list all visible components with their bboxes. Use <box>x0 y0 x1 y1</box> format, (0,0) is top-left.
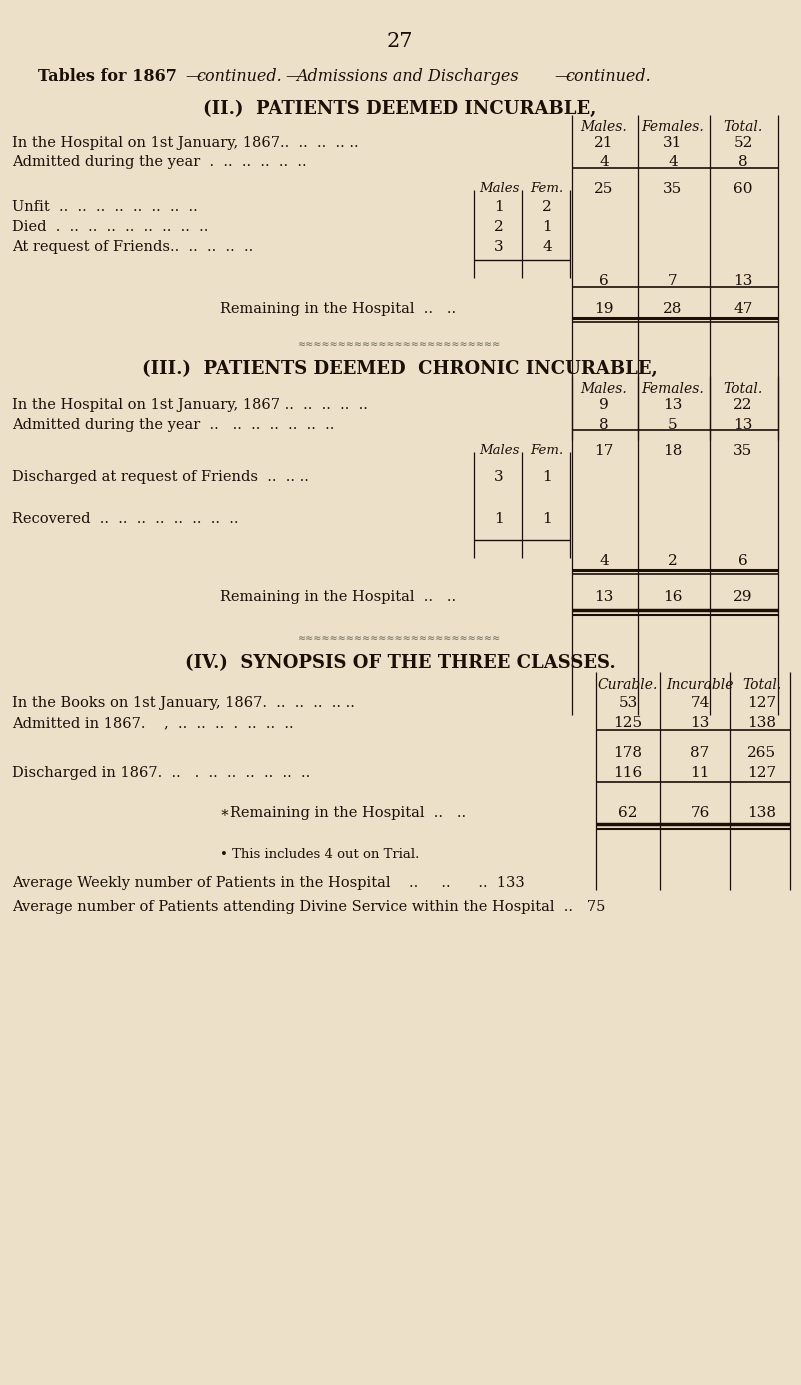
Text: 74: 74 <box>690 697 710 711</box>
Text: In the Books on 1st January, 1867.  ..  ..  ..  .. ..: In the Books on 1st January, 1867. .. ..… <box>12 697 355 711</box>
Text: 265: 265 <box>747 747 776 760</box>
Text: ≈≈≈≈≈≈≈≈≈≈≈≈≈≈≈≈≈≈≈≈≈≈≈≈≈: ≈≈≈≈≈≈≈≈≈≈≈≈≈≈≈≈≈≈≈≈≈≈≈≈≈ <box>299 634 501 643</box>
Text: Average number of Patients attending Divine Service within the Hospital  ..   75: Average number of Patients attending Div… <box>12 900 606 914</box>
Text: 18: 18 <box>663 445 682 458</box>
Text: 25: 25 <box>594 181 614 197</box>
Text: 178: 178 <box>614 747 642 760</box>
Text: Total.: Total. <box>743 679 782 692</box>
Text: 13: 13 <box>690 716 710 730</box>
Text: —: — <box>285 68 301 84</box>
Text: 5: 5 <box>668 418 678 432</box>
Text: 60: 60 <box>733 181 753 197</box>
Text: 138: 138 <box>747 716 776 730</box>
Text: Remaining in the Hospital  ..   ..: Remaining in the Hospital .. .. <box>220 302 456 316</box>
Text: Recovered  ..  ..  ..  ..  ..  ..  ..  ..: Recovered .. .. .. .. .. .. .. .. <box>12 512 239 526</box>
Text: 3: 3 <box>494 470 504 483</box>
Text: Females.: Females. <box>642 120 704 134</box>
Text: 62: 62 <box>618 806 638 820</box>
Text: 35: 35 <box>663 181 682 197</box>
Text: (II.)  PATIENTS DEEMED INCURABLE,: (II.) PATIENTS DEEMED INCURABLE, <box>203 100 597 118</box>
Text: 29: 29 <box>733 590 753 604</box>
Text: 8: 8 <box>739 155 748 169</box>
Text: 27: 27 <box>387 32 413 51</box>
Text: Average Weekly number of Patients in the Hospital    ..     ..      ..  133: Average Weekly number of Patients in the… <box>12 875 525 891</box>
Text: 21: 21 <box>594 136 614 150</box>
Text: 47: 47 <box>733 302 753 316</box>
Text: Died  .  ..  ..  ..  ..  ..  ..  ..  ..: Died . .. .. .. .. .. .. .. .. <box>12 220 208 234</box>
Text: ≈≈≈≈≈≈≈≈≈≈≈≈≈≈≈≈≈≈≈≈≈≈≈≈≈: ≈≈≈≈≈≈≈≈≈≈≈≈≈≈≈≈≈≈≈≈≈≈≈≈≈ <box>299 339 501 349</box>
Text: (III.)  PATIENTS DEEMED  CHRONIC INCURABLE,: (III.) PATIENTS DEEMED CHRONIC INCURABLE… <box>142 360 658 378</box>
Text: Unfit  ..  ..  ..  ..  ..  ..  ..  ..: Unfit .. .. .. .. .. .. .. .. <box>12 199 198 215</box>
Text: 53: 53 <box>618 697 638 711</box>
Text: 4: 4 <box>542 240 552 253</box>
Text: Males.: Males. <box>581 382 627 396</box>
Text: 4: 4 <box>599 155 609 169</box>
Text: Males: Males <box>479 445 519 457</box>
Text: 125: 125 <box>614 716 642 730</box>
Text: 76: 76 <box>690 806 710 820</box>
Text: Admitted during the year  ..   ..  ..  ..  ..  ..  ..: Admitted during the year .. .. .. .. .. … <box>12 418 334 432</box>
Text: Admitted during the year  .  ..  ..  ..  ..  ..: Admitted during the year . .. .. .. .. .… <box>12 155 307 169</box>
Text: Females.: Females. <box>642 382 704 396</box>
Text: 13: 13 <box>663 397 682 411</box>
Text: 52: 52 <box>733 136 753 150</box>
Text: Total.: Total. <box>723 382 763 396</box>
Text: • This includes 4 out on Trial.: • This includes 4 out on Trial. <box>220 848 420 861</box>
Text: ∗Remaining in the Hospital  ..   ..: ∗Remaining in the Hospital .. .. <box>220 806 466 820</box>
Text: 9: 9 <box>599 397 609 411</box>
Text: 1: 1 <box>542 512 552 526</box>
Text: 127: 127 <box>747 766 776 780</box>
Text: Remaining in the Hospital  ..   ..: Remaining in the Hospital .. .. <box>220 590 456 604</box>
Text: 116: 116 <box>614 766 642 780</box>
Text: 8: 8 <box>599 418 609 432</box>
Text: Tables for 1867: Tables for 1867 <box>38 68 177 84</box>
Text: 87: 87 <box>690 747 710 760</box>
Text: —: — <box>185 68 201 84</box>
Text: Total.: Total. <box>723 120 763 134</box>
Text: 13: 13 <box>733 274 753 288</box>
Text: 13: 13 <box>733 418 753 432</box>
Text: 17: 17 <box>594 445 614 458</box>
Text: 138: 138 <box>747 806 776 820</box>
Text: Curable.: Curable. <box>598 679 658 692</box>
Text: At request of Friends..  ..  ..  ..  ..: At request of Friends.. .. .. .. .. <box>12 240 253 253</box>
Text: continued.: continued. <box>565 68 650 84</box>
Text: Males.: Males. <box>581 120 627 134</box>
Text: 16: 16 <box>663 590 682 604</box>
Text: Incurable: Incurable <box>666 679 734 692</box>
Text: 35: 35 <box>734 445 753 458</box>
Text: 1: 1 <box>494 512 504 526</box>
Text: 11: 11 <box>690 766 710 780</box>
Text: —: — <box>554 68 570 84</box>
Text: 28: 28 <box>663 302 682 316</box>
Text: Fem.: Fem. <box>530 445 564 457</box>
Text: 31: 31 <box>663 136 682 150</box>
Text: In the Hospital on 1st January, 1867..  ..  ..  .. ..: In the Hospital on 1st January, 1867.. .… <box>12 136 359 150</box>
Text: Discharged in 1867.  ..   .  ..  ..  ..  ..  ..  ..: Discharged in 1867. .. . .. .. .. .. .. … <box>12 766 310 780</box>
Text: 2: 2 <box>542 199 552 215</box>
Text: 2: 2 <box>668 554 678 568</box>
Text: 1: 1 <box>542 470 552 483</box>
Text: 1: 1 <box>494 199 504 215</box>
Text: 7: 7 <box>668 274 678 288</box>
Text: 4: 4 <box>599 554 609 568</box>
Text: Admissions and Discharges: Admissions and Discharges <box>296 68 518 84</box>
Text: 6: 6 <box>739 554 748 568</box>
Text: 22: 22 <box>733 397 753 411</box>
Text: Fem.: Fem. <box>530 181 564 195</box>
Text: 13: 13 <box>594 590 614 604</box>
Text: 3: 3 <box>494 240 504 253</box>
Text: 2: 2 <box>494 220 504 234</box>
Text: In the Hospital on 1st January, 1867 ..  ..  ..  ..  ..: In the Hospital on 1st January, 1867 .. … <box>12 397 368 411</box>
Text: 4: 4 <box>668 155 678 169</box>
Text: (IV.)  SYNOPSIS OF THE THREE CLASSES.: (IV.) SYNOPSIS OF THE THREE CLASSES. <box>184 654 615 672</box>
Text: 6: 6 <box>599 274 609 288</box>
Text: 1: 1 <box>542 220 552 234</box>
Text: Discharged at request of Friends  ..  .. ..: Discharged at request of Friends .. .. .… <box>12 470 309 483</box>
Text: Admitted in 1867.    ,  ..  ..  ..  .  ..  ..  ..: Admitted in 1867. , .. .. .. . .. .. .. <box>12 716 294 730</box>
Text: 127: 127 <box>747 697 776 711</box>
Text: Males: Males <box>479 181 519 195</box>
Text: 19: 19 <box>594 302 614 316</box>
Text: continued.: continued. <box>196 68 282 84</box>
